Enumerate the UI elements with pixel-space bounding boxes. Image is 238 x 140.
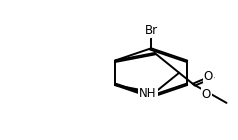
Text: NH: NH xyxy=(139,87,157,100)
Text: O: O xyxy=(203,70,213,83)
Text: O: O xyxy=(202,88,211,101)
Text: Br: Br xyxy=(144,24,158,37)
